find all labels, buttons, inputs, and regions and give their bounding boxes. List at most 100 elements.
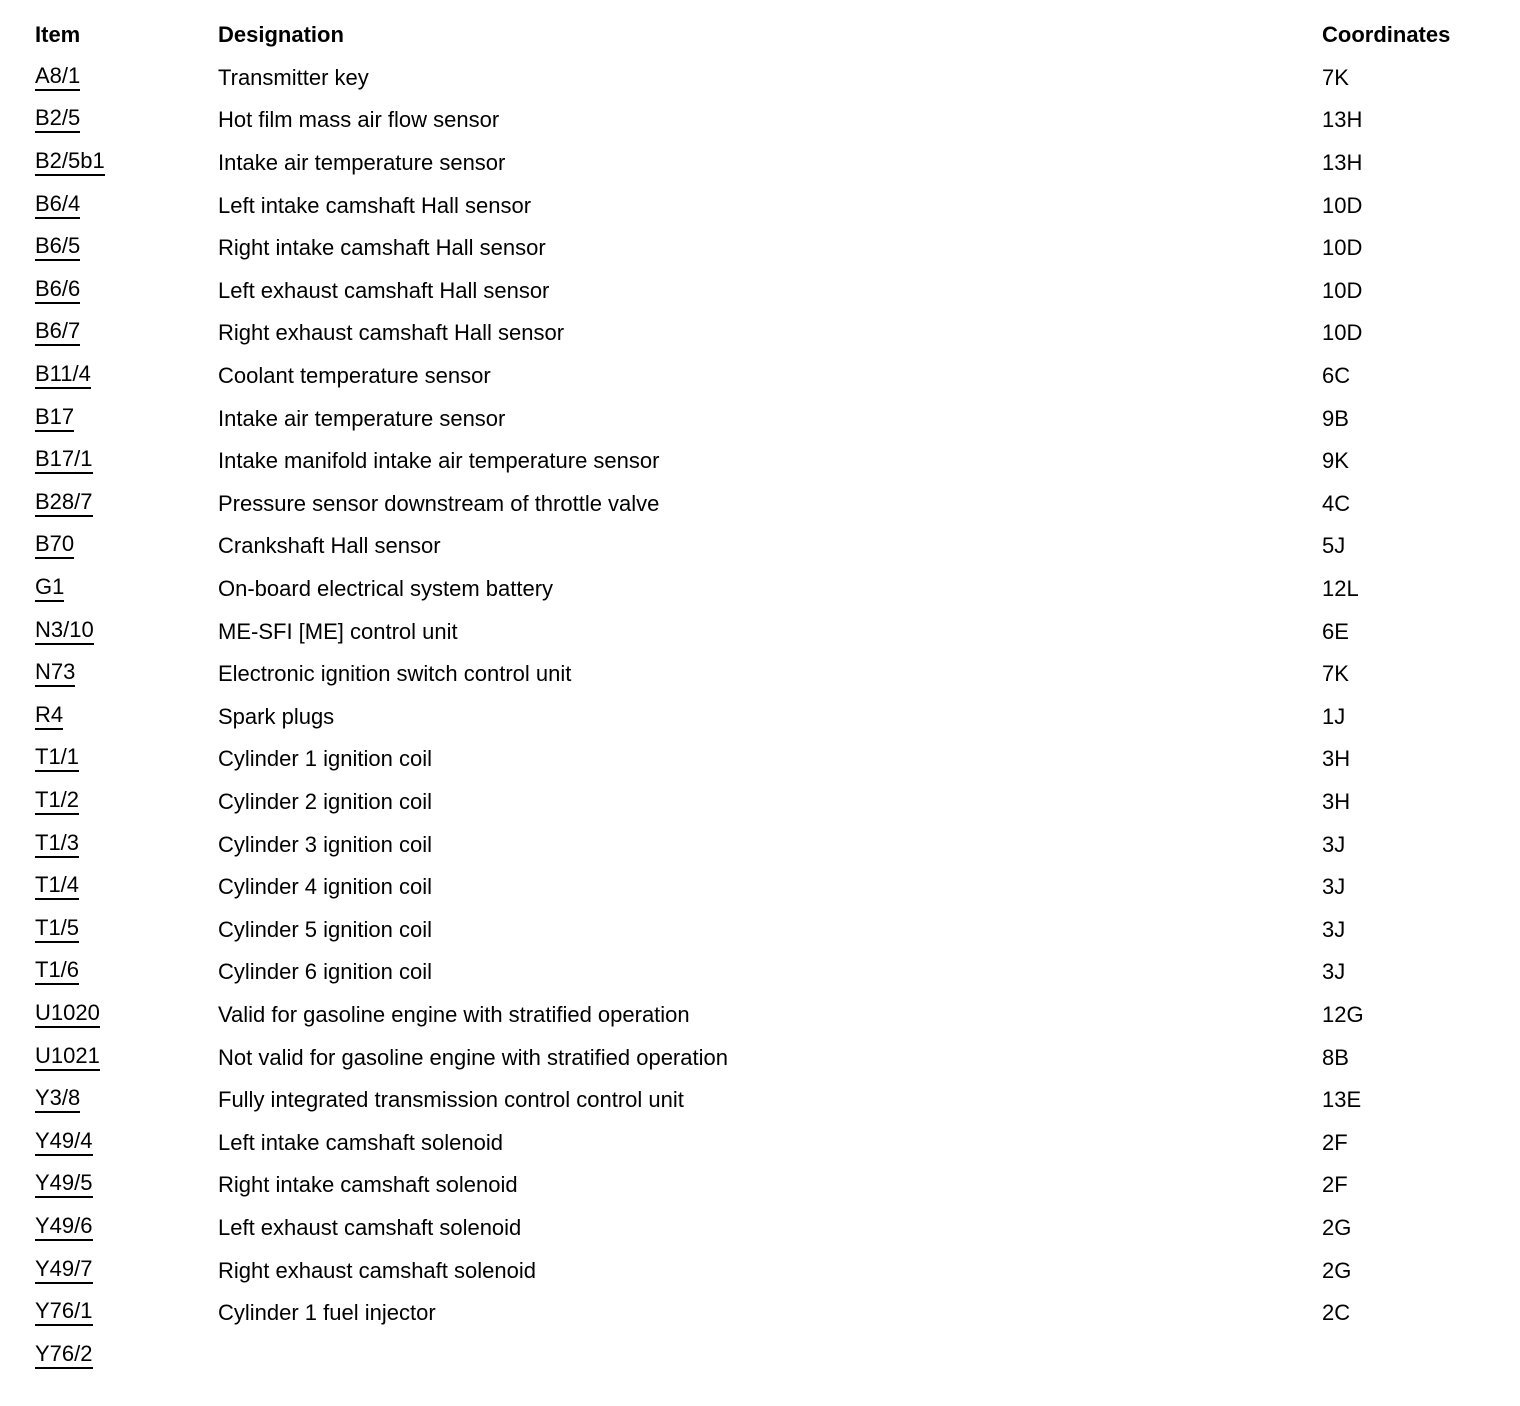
coordinates-cell: 9K bbox=[1322, 448, 1349, 474]
item-link[interactable]: G1 bbox=[35, 576, 65, 603]
item-link[interactable]: Y76/2 bbox=[35, 1342, 93, 1369]
table-row: R4 Spark plugs 1J bbox=[35, 696, 1505, 739]
item-link[interactable]: Y49/5 bbox=[35, 1172, 93, 1199]
item-link[interactable]: Y49/4 bbox=[35, 1129, 93, 1156]
designation-cell: ME-SFI [ME] control unit bbox=[218, 618, 458, 644]
item-cell: B17 bbox=[35, 397, 218, 440]
item-cell: Y49/7 bbox=[35, 1249, 218, 1292]
item-link[interactable]: B17 bbox=[35, 405, 75, 432]
item-link[interactable]: T1/6 bbox=[35, 959, 80, 986]
item-link[interactable]: B17/1 bbox=[35, 448, 93, 475]
item-link[interactable]: Y3/8 bbox=[35, 1087, 81, 1114]
coordinates-cell: 13H bbox=[1322, 107, 1363, 133]
item-link[interactable]: B6/5 bbox=[35, 235, 81, 262]
item-link[interactable]: B6/6 bbox=[35, 277, 81, 304]
coordinates-cell: 2G bbox=[1322, 1214, 1352, 1240]
item-link[interactable]: B2/5b1 bbox=[35, 150, 105, 177]
item-link[interactable]: T1/4 bbox=[35, 874, 80, 901]
item-cell: B6/7 bbox=[35, 312, 218, 355]
item-cell: B28/7 bbox=[35, 483, 218, 526]
designation-cell bbox=[218, 1334, 1322, 1377]
item-link[interactable]: Y76/1 bbox=[35, 1300, 93, 1327]
item-cell: Y49/4 bbox=[35, 1121, 218, 1164]
coordinates-cell bbox=[1322, 1334, 1505, 1377]
item-link[interactable]: N73 bbox=[35, 661, 76, 688]
coordinates-cell: 3J bbox=[1322, 831, 1346, 857]
item-cell: B17/1 bbox=[35, 440, 218, 483]
designation-cell: Right intake camshaft solenoid bbox=[218, 1172, 518, 1198]
item-link[interactable]: B11/4 bbox=[35, 363, 91, 390]
item-cell: N73 bbox=[35, 653, 218, 696]
table-row: T1/3 Cylinder 3 ignition coil 3J bbox=[35, 823, 1505, 866]
item-link[interactable]: T1/2 bbox=[35, 788, 80, 815]
item-link[interactable]: B6/4 bbox=[35, 192, 81, 219]
table-row: Y76/2 bbox=[35, 1334, 1505, 1377]
item-column-header: Item bbox=[35, 22, 81, 48]
table-row: B6/6 Left exhaust camshaft Hall sensor 1… bbox=[35, 270, 1505, 313]
item-link[interactable]: B6/7 bbox=[35, 320, 81, 347]
coordinates-cell: 5J bbox=[1322, 533, 1346, 559]
designation-cell: Right exhaust camshaft Hall sensor bbox=[218, 320, 565, 346]
item-cell: Y49/6 bbox=[35, 1207, 218, 1250]
item-link[interactable]: T1/5 bbox=[35, 916, 80, 943]
item-link[interactable]: B2/5 bbox=[35, 107, 81, 134]
item-cell: T1/2 bbox=[35, 781, 218, 824]
table-row: B2/5b1 Intake air temperature sensor 13H bbox=[35, 142, 1505, 185]
designation-cell: Fully integrated transmission control co… bbox=[218, 1087, 684, 1113]
designation-cell: Crankshaft Hall sensor bbox=[218, 533, 441, 559]
item-link[interactable]: B70 bbox=[35, 533, 75, 560]
coordinates-cell: 3J bbox=[1322, 874, 1346, 900]
designation-cell: Left exhaust camshaft Hall sensor bbox=[218, 277, 550, 303]
coordinates-cell: 10D bbox=[1322, 192, 1363, 218]
table-row: T1/4 Cylinder 4 ignition coil 3J bbox=[35, 866, 1505, 909]
coordinates-cell: 10D bbox=[1322, 235, 1363, 261]
designation-cell: Cylinder 5 ignition coil bbox=[218, 916, 432, 942]
table-row: B70 Crankshaft Hall sensor 5J bbox=[35, 525, 1505, 568]
item-cell: U1021 bbox=[35, 1036, 218, 1079]
item-link[interactable]: T1/3 bbox=[35, 831, 80, 858]
coordinates-cell: 2F bbox=[1322, 1129, 1348, 1155]
coordinates-cell: 12G bbox=[1322, 1001, 1364, 1027]
item-cell: B6/6 bbox=[35, 270, 218, 313]
coordinates-cell: 3H bbox=[1322, 746, 1351, 772]
designation-cell: Electronic ignition switch control unit bbox=[218, 661, 572, 687]
table-row: B17/1 Intake manifold intake air tempera… bbox=[35, 440, 1505, 483]
item-link[interactable]: A8/1 bbox=[35, 64, 81, 91]
item-link[interactable]: B28/7 bbox=[35, 490, 93, 517]
item-link[interactable]: T1/1 bbox=[35, 746, 80, 773]
table-row: B6/7 Right exhaust camshaft Hall sensor … bbox=[35, 312, 1505, 355]
table-row: Y49/4 Left intake camshaft solenoid 2F bbox=[35, 1121, 1505, 1164]
item-cell: Y76/1 bbox=[35, 1292, 218, 1335]
item-cell: T1/6 bbox=[35, 951, 218, 994]
item-link[interactable]: U1021 bbox=[35, 1044, 100, 1071]
item-link[interactable]: R4 bbox=[35, 703, 64, 730]
coordinates-cell: 4C bbox=[1322, 490, 1351, 516]
coordinates-cell: 2C bbox=[1322, 1300, 1351, 1326]
item-cell: T1/1 bbox=[35, 738, 218, 781]
coordinates-cell: 3J bbox=[1322, 916, 1346, 942]
designation-column-header: Designation bbox=[218, 22, 344, 48]
table-row: N73 Electronic ignition switch control u… bbox=[35, 653, 1505, 696]
item-cell: B6/4 bbox=[35, 184, 218, 227]
coordinates-cell: 12L bbox=[1322, 576, 1359, 602]
item-link[interactable]: Y49/7 bbox=[35, 1257, 93, 1284]
table-row: Y49/5 Right intake camshaft solenoid 2F bbox=[35, 1164, 1505, 1207]
designation-cell: Intake air temperature sensor bbox=[218, 405, 506, 431]
item-link[interactable]: U1020 bbox=[35, 1001, 100, 1028]
table-row: T1/6 Cylinder 6 ignition coil 3J bbox=[35, 951, 1505, 994]
designation-cell: Intake manifold intake air temperature s… bbox=[218, 448, 660, 474]
coordinates-cell: 1J bbox=[1322, 703, 1346, 729]
designation-cell: Cylinder 1 fuel injector bbox=[218, 1300, 436, 1326]
designation-cell: Cylinder 1 ignition coil bbox=[218, 746, 432, 772]
designation-cell: Right intake camshaft Hall sensor bbox=[218, 235, 546, 261]
item-link[interactable]: Y49/6 bbox=[35, 1214, 93, 1241]
item-cell: A8/1 bbox=[35, 57, 218, 100]
item-cell: B70 bbox=[35, 525, 218, 568]
item-cell: R4 bbox=[35, 696, 218, 739]
table-row: B11/4 Coolant temperature sensor 6C bbox=[35, 355, 1505, 398]
coordinates-cell: 10D bbox=[1322, 277, 1363, 303]
table-body: A8/1 Transmitter key 7K B2/5 Hot film ma… bbox=[35, 57, 1505, 1377]
coordinates-cell: 10D bbox=[1322, 320, 1363, 346]
table-row: B6/5 Right intake camshaft Hall sensor 1… bbox=[35, 227, 1505, 270]
item-link[interactable]: N3/10 bbox=[35, 618, 94, 645]
